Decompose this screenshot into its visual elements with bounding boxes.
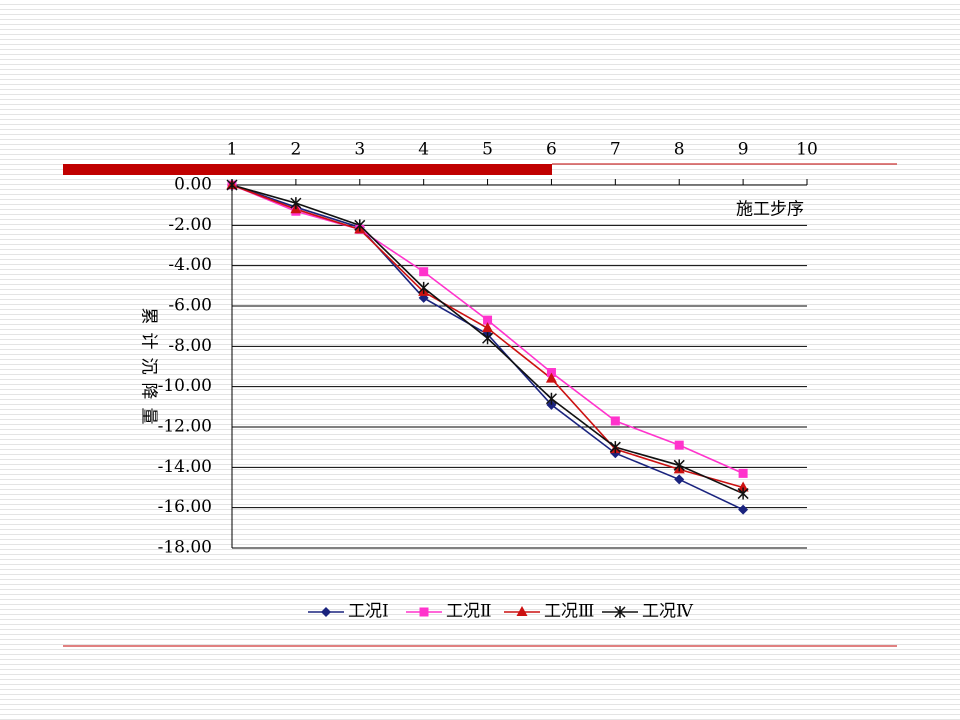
- y-tick-label: -2.00: [168, 215, 212, 235]
- marker: [321, 607, 331, 617]
- marker: [419, 267, 429, 277]
- y-tick-label: -6.00: [168, 296, 212, 316]
- marker: [482, 322, 494, 333]
- x-tick-label: 8: [674, 140, 685, 160]
- legend-label: 工况Ⅳ: [642, 602, 694, 622]
- x-tick-label: 5: [482, 140, 493, 160]
- marker: [674, 474, 685, 485]
- y-axis-label: 累计沉降量: [139, 308, 159, 433]
- progress-bar: [63, 164, 552, 175]
- legend-item: 工况Ⅲ: [504, 602, 594, 622]
- y-tick-label: -8.00: [168, 336, 212, 356]
- y-tick-label: -16.00: [158, 497, 212, 517]
- x-tick-label: 6: [546, 140, 557, 160]
- x-tick-label: 1: [227, 140, 238, 160]
- legend-label: 工况Ⅱ: [446, 602, 492, 622]
- y-tick-label: -10.00: [158, 376, 212, 396]
- marker: [226, 179, 238, 191]
- marker: [738, 468, 748, 478]
- y-tick-label: -12.00: [158, 417, 212, 437]
- x-tick-label: 7: [610, 140, 621, 160]
- x-tick-label: 2: [290, 140, 301, 160]
- marker: [738, 504, 749, 515]
- marker: [354, 219, 366, 232]
- x-tick-label: 10: [796, 140, 818, 160]
- marker: [545, 392, 557, 405]
- x-tick-label: 9: [738, 140, 749, 160]
- marker: [673, 459, 685, 472]
- marker: [609, 441, 621, 454]
- legend-label: 工况Ⅰ: [348, 602, 389, 622]
- x-tick-label: 4: [418, 140, 429, 160]
- marker: [737, 487, 749, 500]
- y-tick-label: -18.00: [158, 538, 212, 558]
- marker: [418, 281, 430, 294]
- y-tick-label: -14.00: [158, 457, 212, 477]
- legend-item: 工况Ⅱ: [406, 602, 492, 622]
- marker: [290, 197, 302, 210]
- marker: [482, 332, 494, 345]
- x-tick-label: 3: [354, 140, 365, 160]
- marker: [737, 481, 749, 492]
- marker: [610, 416, 620, 426]
- marker: [516, 606, 528, 616]
- legend-label: 工况Ⅲ: [544, 602, 594, 622]
- legend-item: 工况Ⅳ: [602, 602, 694, 622]
- marker: [483, 315, 493, 325]
- legend-item: 工况Ⅰ: [308, 602, 389, 622]
- marker: [545, 372, 557, 383]
- x-axis-label: 施工步序: [736, 200, 804, 220]
- marker: [419, 607, 429, 617]
- y-tick-label: 0.00: [174, 175, 212, 195]
- marker: [674, 440, 684, 450]
- marker: [546, 368, 556, 378]
- marker: [614, 606, 626, 618]
- y-tick-label: -4.00: [168, 255, 212, 275]
